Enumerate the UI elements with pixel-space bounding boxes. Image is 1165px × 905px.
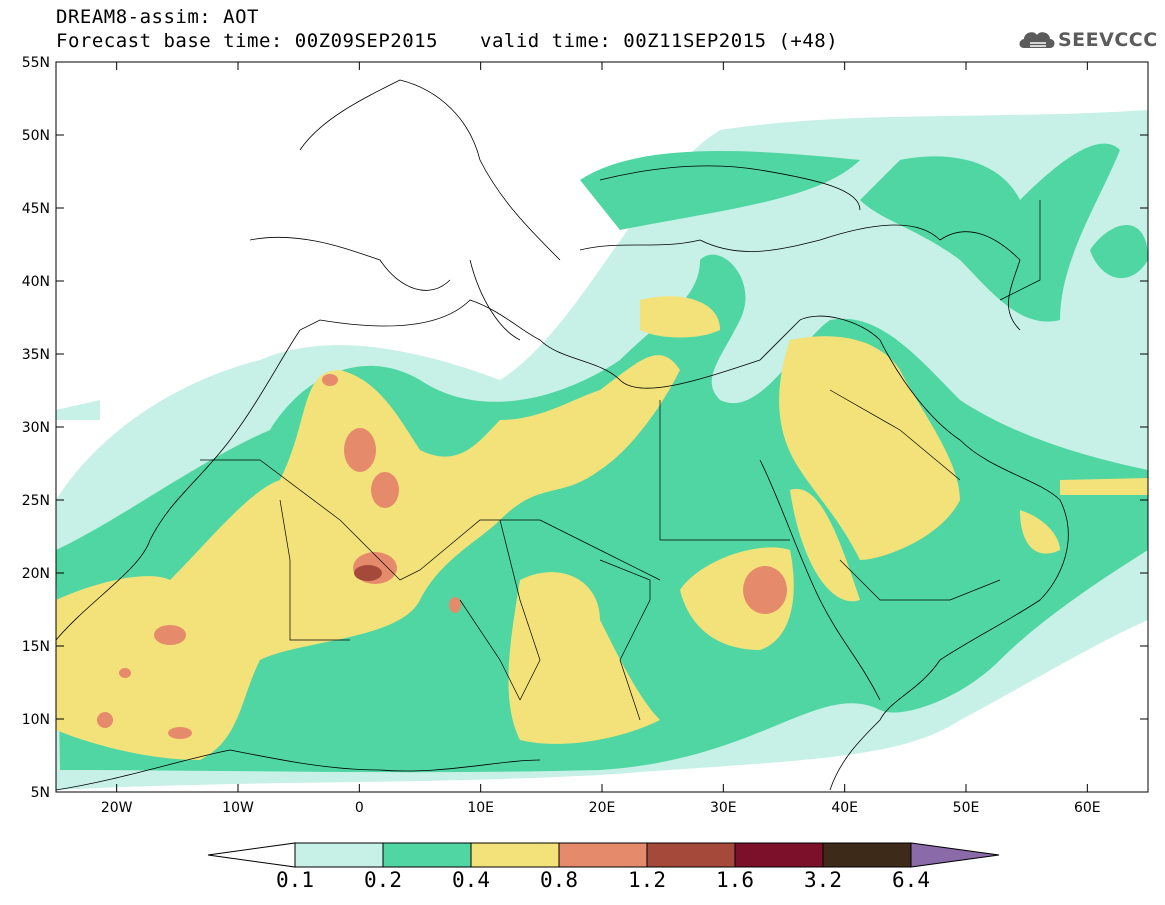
colorbar-under-arrow (207, 842, 296, 868)
lat-label: 10N (22, 712, 50, 728)
colorbar-over-arrow (910, 842, 1000, 868)
colorbar-level-label: 0.4 (452, 868, 490, 892)
colorbar-swatch (646, 842, 736, 868)
lon-label: 10E (467, 800, 494, 816)
lat-label: 50N (22, 128, 50, 144)
colorbar-level-label: 6.4 (892, 868, 930, 892)
aot-fields (56, 110, 1148, 790)
lat-label: 45N (22, 201, 50, 217)
lon-label: 60E (1074, 800, 1101, 816)
lon-label: 30E (710, 800, 737, 816)
colorbar-level-label: 3.2 (804, 868, 842, 892)
valid-time: valid time: 00Z11SEP2015 (+48) (480, 30, 839, 52)
colorbar-swatch (734, 842, 824, 868)
colorbar-swatch (470, 842, 560, 868)
lon-label: 40E (831, 800, 858, 816)
lat-label: 25N (22, 493, 50, 509)
lat-label: 40N (22, 274, 50, 290)
cloud-icon (1019, 32, 1055, 48)
lat-axis: 55N 50N 45N 40N 35N 30N 25N 20N 15N 10N 5N (22, 55, 1148, 801)
colorbar (207, 842, 1000, 868)
colorbar-level-label: 0.8 (540, 868, 578, 892)
lon-label: 50E (953, 800, 980, 816)
lat-label: 55N (22, 55, 50, 71)
lat-label: 15N (22, 639, 50, 655)
colorbar-level-label: 0.2 (364, 868, 402, 892)
coastlines (56, 79, 1069, 791)
lat-label: 5N (31, 785, 50, 801)
colorbar-swatch (382, 842, 472, 868)
lat-label: 20N (22, 566, 50, 582)
lon-label: 0 (355, 800, 364, 816)
colorbar-level-label: 1.6 (716, 868, 754, 892)
lon-axis: 20W 10W 0 10E 20E 30E 40E 50E 60E (101, 62, 1101, 816)
colorbar-level-label: 0.1 (276, 868, 314, 892)
aot-level-0.8 (97, 374, 787, 739)
colorbar-swatch (558, 842, 648, 868)
lat-label: 35N (22, 347, 50, 363)
aot-level-1.2 (354, 565, 382, 581)
colorbar-swatch (294, 842, 384, 868)
lon-label: 10W (222, 800, 254, 816)
lon-label: 20W (101, 800, 133, 816)
forecast-base-time: Forecast base time: 00Z09SEP2015 (56, 30, 439, 52)
seevccc-logo: SEEVCCC (1058, 29, 1158, 51)
lon-label: 20E (589, 800, 616, 816)
colorbar-level-label: 1.2 (628, 868, 666, 892)
lat-label: 30N (22, 420, 50, 436)
colorbar-swatch (822, 842, 912, 868)
map-title: DREAM8-assim: AOT (56, 6, 259, 28)
borders (200, 200, 1041, 721)
